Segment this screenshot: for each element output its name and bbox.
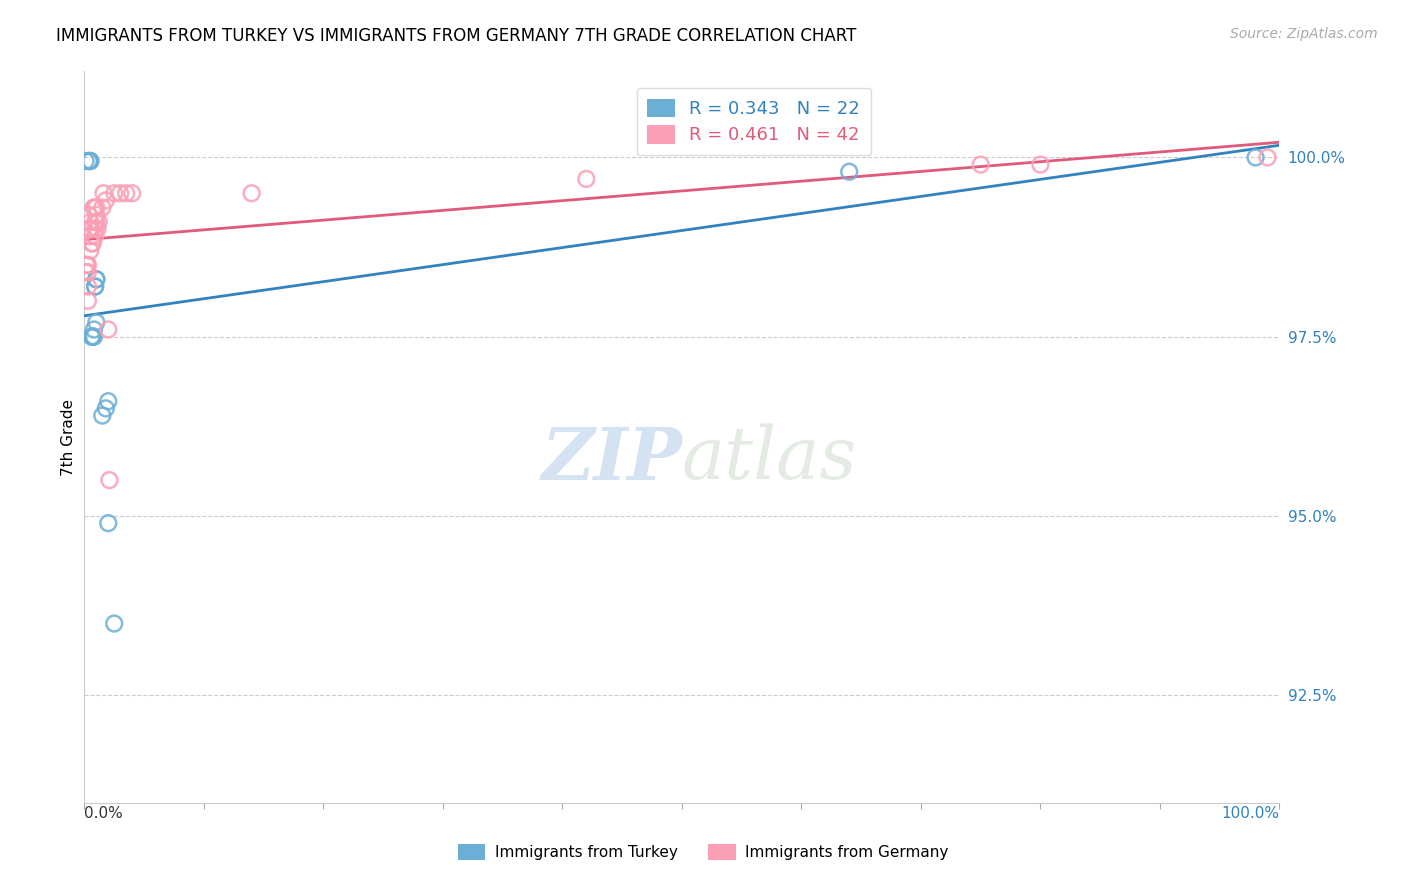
Point [83,201,105,215]
Point [77,153,100,168]
Legend: R = 0.343   N = 22, R = 0.461   N = 42: R = 0.343 N = 22, R = 0.461 N = 42 [637,87,870,155]
Point [84,279,107,293]
Point [110,186,132,201]
Point [115,186,138,201]
Point [80,222,103,236]
Point [77,293,100,308]
Point [79,153,101,168]
Point [75,265,97,279]
Point [1029,158,1052,172]
Point [1244,150,1267,164]
Point [86,215,108,229]
Point [79,153,101,168]
Point [240,186,263,201]
Point [838,165,860,179]
Point [79,229,101,244]
Point [77,153,100,168]
Point [83,329,105,343]
Point [94,194,117,208]
Point [77,208,100,222]
Point [86,315,108,329]
Text: IMMIGRANTS FROM TURKEY VS IMMIGRANTS FROM GERMANY 7TH GRADE CORRELATION CHART: IMMIGRANTS FROM TURKEY VS IMMIGRANTS FRO… [56,27,856,45]
Point [83,201,105,215]
Point [93,186,115,201]
Point [970,158,993,172]
Text: Source: ZipAtlas.com: Source: ZipAtlas.com [1230,27,1378,41]
Point [97,516,120,530]
Point [84,215,107,229]
Point [82,236,104,251]
Point [86,222,108,236]
Point [87,215,110,229]
Point [94,401,117,416]
Point [86,208,108,222]
Legend: Immigrants from Turkey, Immigrants from Germany: Immigrants from Turkey, Immigrants from … [451,838,955,866]
Point [82,329,104,343]
Point [77,222,100,236]
Text: ZIP: ZIP [541,424,682,494]
Point [575,172,598,186]
Point [76,258,98,272]
Point [103,616,125,631]
Point [83,322,105,336]
Point [97,394,120,409]
Point [121,186,143,201]
Point [80,329,103,343]
Point [84,229,107,244]
Point [82,329,104,343]
Point [84,279,107,293]
Point [103,186,125,201]
Point [91,409,114,423]
Point [1257,150,1279,164]
Text: atlas: atlas [682,424,858,494]
Point [76,258,98,272]
Point [77,222,100,236]
Point [77,265,100,279]
Point [75,153,97,168]
Point [97,322,120,336]
Point [84,222,107,236]
Point [77,222,100,236]
Y-axis label: 7th Grade: 7th Grade [60,399,76,475]
Point [79,222,101,236]
Point [98,473,121,487]
Point [80,236,103,251]
Point [86,272,108,286]
Point [77,279,100,293]
Text: 100.0%: 100.0% [1222,806,1279,822]
Point [77,258,100,272]
Point [86,272,108,286]
Point [79,244,101,258]
Point [79,215,101,229]
Point [91,201,114,215]
Text: 0.0%: 0.0% [84,806,124,822]
Point [86,201,108,215]
